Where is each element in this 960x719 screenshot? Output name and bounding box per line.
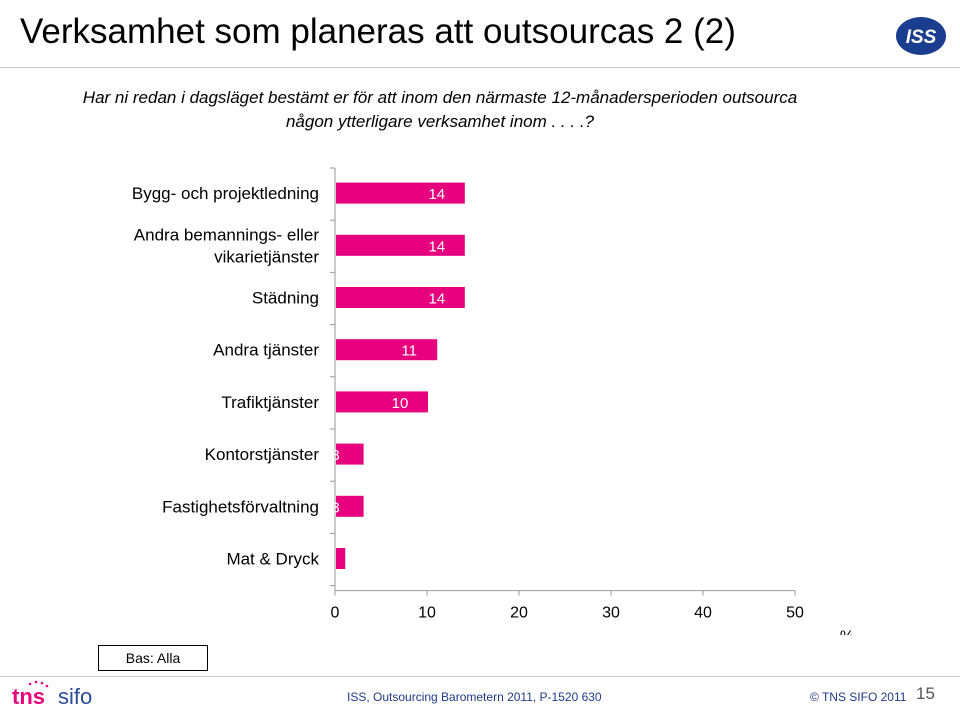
x-tick-label: 10 — [418, 605, 436, 622]
bar — [336, 339, 438, 361]
x-tick-label: 20 — [510, 605, 528, 622]
category-label: Andra tjänster — [213, 341, 319, 360]
bar — [336, 548, 346, 569]
header-divider — [0, 67, 960, 68]
tns-sifo-logo: tns sifo — [12, 680, 92, 709]
x-tick-label: 50 — [786, 605, 804, 622]
sifo-wordmark: sifo — [58, 684, 92, 709]
basis-box: Bas: Alla — [98, 645, 208, 671]
copyright-note: © TNS SIFO 2011 — [810, 690, 907, 704]
logo-dot — [40, 681, 44, 685]
x-tick-label: 40 — [694, 605, 712, 622]
category-label-line: vikarietjänster — [214, 247, 319, 266]
page-number: 15 — [916, 684, 935, 703]
bar-data-label: 11 — [401, 343, 417, 360]
category-label-line: Andra bemannings- eller — [134, 225, 320, 244]
x-tick-label: 30 — [602, 605, 620, 622]
category-label: Kontorstjänster — [205, 445, 320, 464]
slide-title: Verksamhet som planeras att outsourcas 2… — [20, 12, 736, 51]
bar-data-label: 3 — [331, 499, 339, 516]
category-label: Bygg- och projektledning — [132, 184, 319, 203]
logo-dot — [34, 680, 38, 684]
category-label: Städning — [252, 289, 319, 308]
x-unit-label: % — [840, 629, 854, 635]
logo-dot — [28, 682, 32, 686]
bar-data-label: 14 — [428, 238, 445, 255]
bar-chart: Bygg- och projektledning 14 Andra bemannin… — [132, 167, 854, 635]
category-label: Trafiktjänster — [221, 393, 319, 412]
x-tick-label: 0 — [331, 605, 340, 622]
bar — [336, 391, 428, 413]
bar — [336, 443, 364, 465]
bar-data-label: 14 — [428, 291, 445, 308]
bar — [336, 287, 465, 308]
bar — [336, 495, 364, 517]
bar-data-label: 3 — [331, 447, 339, 464]
question-line-2: någon ytterligare verksamhet inom . . . … — [285, 112, 595, 131]
svg-text:ISS: ISS — [906, 27, 937, 48]
logo-dot — [45, 684, 49, 688]
category-label: Fastighetsförvaltning — [162, 497, 319, 516]
tns-wordmark: tns — [12, 684, 45, 709]
bar — [336, 234, 465, 256]
category-label: Mat & Dryck — [226, 550, 319, 569]
source-note: ISS, Outsourcing Barometern 2011, P-1520… — [347, 690, 602, 704]
bar — [336, 182, 465, 204]
bar-data-label: 10 — [392, 395, 409, 412]
category-label: Andra bemannings- eller vikarietjänster — [134, 225, 320, 266]
question-line-1: Har ni redan i dagsläget bestämt er för … — [82, 88, 798, 107]
footer-divider — [0, 676, 960, 677]
survey-question: Har ni redan i dagsläget bestämt er för … — [60, 86, 820, 134]
iss-logo: ISS — [896, 17, 946, 55]
bar-data-label: 14 — [428, 186, 445, 203]
